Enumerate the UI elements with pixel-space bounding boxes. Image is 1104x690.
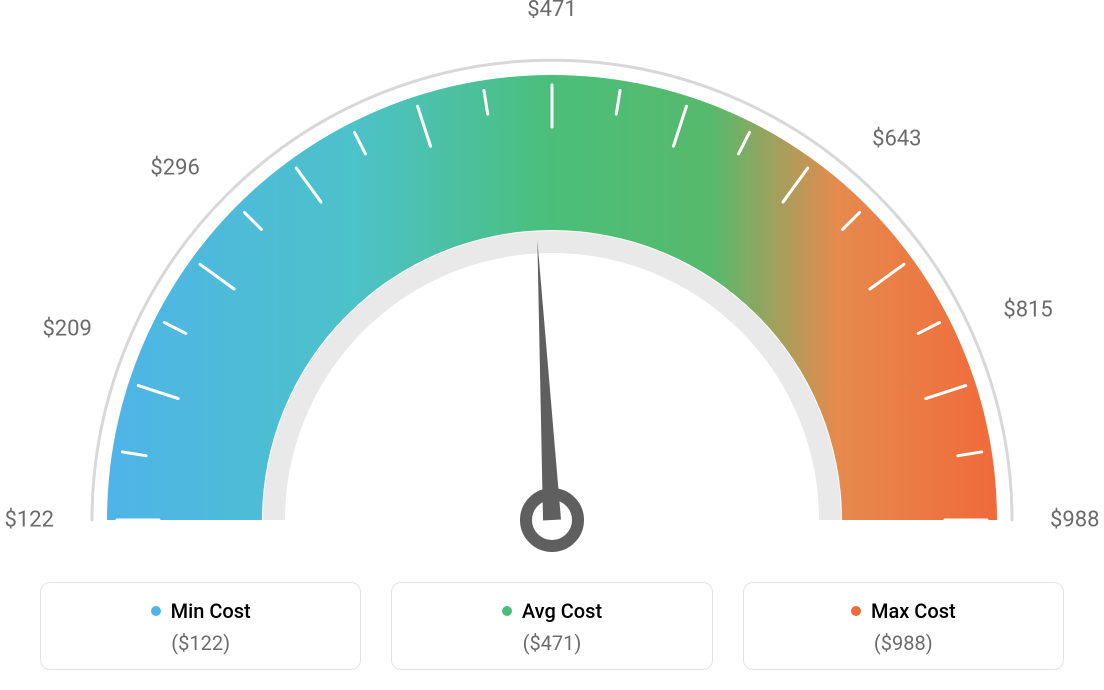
legend: Min Cost ($122) Avg Cost ($471) Max Cost…	[0, 582, 1104, 670]
legend-title-text: Max Cost	[871, 599, 956, 623]
dot-icon	[151, 606, 161, 616]
dot-icon	[851, 606, 861, 616]
scale-label: $122	[5, 508, 54, 533]
legend-title-min: Min Cost	[151, 599, 251, 623]
legend-card-min: Min Cost ($122)	[40, 582, 361, 670]
legend-title-text: Avg Cost	[522, 599, 602, 623]
legend-value-max: ($988)	[754, 631, 1053, 655]
scale-label: $643	[872, 126, 921, 151]
scale-label: $471	[527, 0, 576, 22]
legend-value-min: ($122)	[51, 631, 350, 655]
chart-container: $122 $209 $296 $471 $643 $815 $988 Min Cost ($…	[0, 0, 1104, 690]
legend-card-max: Max Cost ($988)	[743, 582, 1064, 670]
legend-value-avg: ($471)	[402, 631, 701, 655]
legend-title-text: Min Cost	[171, 599, 251, 623]
dot-icon	[502, 606, 512, 616]
scale-label: $209	[42, 317, 91, 342]
legend-card-avg: Avg Cost ($471)	[391, 582, 712, 670]
legend-title-avg: Avg Cost	[502, 599, 602, 623]
legend-title-max: Max Cost	[851, 599, 956, 623]
scale-label: $988	[1050, 508, 1099, 533]
scale-label: $815	[1003, 297, 1052, 322]
scale-label: $296	[150, 155, 199, 180]
gauge: $122 $209 $296 $471 $643 $815 $988	[0, 0, 1104, 560]
